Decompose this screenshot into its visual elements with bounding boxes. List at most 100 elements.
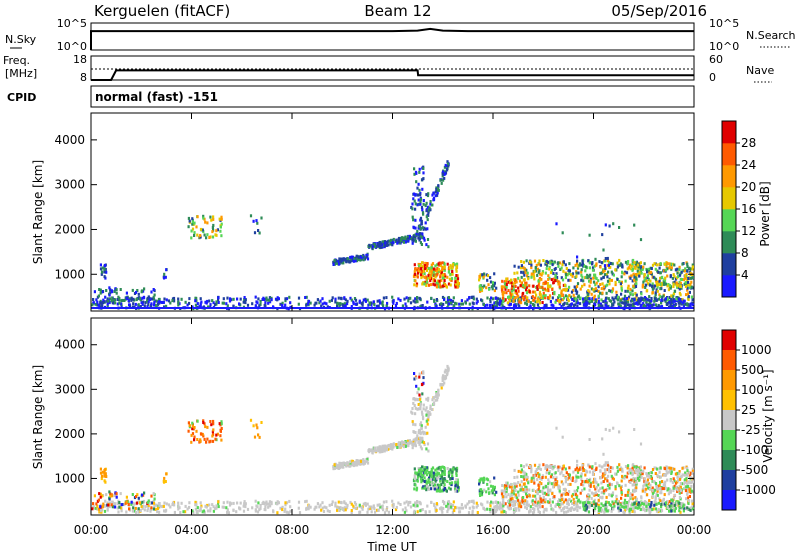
power-cell xyxy=(353,297,357,300)
velocity-cell xyxy=(385,500,388,504)
power-cell xyxy=(420,276,423,280)
velocity-cell xyxy=(572,497,575,501)
power-cell xyxy=(635,261,639,265)
power-cell xyxy=(683,303,686,307)
velocity-cell xyxy=(564,467,567,471)
velocity-cell xyxy=(113,494,116,498)
velocity-cell xyxy=(435,508,438,512)
velocity-cell xyxy=(568,498,571,501)
velocity-cell xyxy=(365,459,368,463)
velocity-cell xyxy=(636,477,640,480)
power-cell xyxy=(608,266,611,269)
velocity-cell xyxy=(483,476,486,480)
power-cell xyxy=(509,293,512,297)
velocity-cell xyxy=(605,476,608,480)
velocity-cell xyxy=(377,447,380,451)
velocity-cell xyxy=(337,464,340,468)
velocity-cell xyxy=(567,473,570,477)
velocity-cell xyxy=(642,502,645,506)
velocity-cell xyxy=(435,489,438,493)
power-cell xyxy=(350,305,353,308)
velocity-cell xyxy=(378,445,381,449)
velocity-cell xyxy=(227,511,230,515)
power-cell xyxy=(478,274,481,278)
power-cell xyxy=(542,288,545,291)
power-cell xyxy=(366,298,369,302)
power-cell xyxy=(108,286,111,290)
velocity-cell xyxy=(631,509,634,513)
velocity-cell xyxy=(437,474,440,478)
velocity-cell xyxy=(432,471,435,475)
power-cell xyxy=(441,268,444,272)
power-cell xyxy=(418,238,421,242)
velocity-cell xyxy=(513,482,516,486)
velocity-cell xyxy=(595,493,598,497)
velocity-cell xyxy=(203,422,206,426)
velocity-cell xyxy=(601,495,604,499)
power-cell xyxy=(95,298,98,302)
velocity-cell xyxy=(268,500,271,504)
velocity-cell xyxy=(91,507,94,511)
velocity-cell xyxy=(567,492,570,496)
velocity-cell xyxy=(687,499,690,503)
power-cell xyxy=(411,202,414,206)
power-cell xyxy=(662,282,665,286)
velocity-cell xyxy=(152,501,156,505)
power-cell xyxy=(217,296,220,300)
power-cell xyxy=(440,304,443,308)
velocity-cell xyxy=(654,466,657,470)
power-cell xyxy=(525,268,528,272)
power-cell xyxy=(670,267,673,271)
velocity-cell xyxy=(576,486,580,490)
velocity-cell xyxy=(418,375,421,379)
velocity-cell xyxy=(341,507,345,511)
velocity-cell xyxy=(92,505,95,509)
velocity-cell xyxy=(419,421,423,425)
power-cell xyxy=(663,262,666,266)
power-cell xyxy=(684,267,687,271)
velocity-cell xyxy=(458,506,461,510)
power-cell xyxy=(505,291,508,295)
power-cell xyxy=(455,267,458,271)
power-cell xyxy=(587,259,590,263)
power-cell xyxy=(504,287,507,291)
velocity-cell xyxy=(541,490,544,494)
velocity-cell xyxy=(553,495,556,498)
power-cell xyxy=(391,295,394,299)
velocity-cell xyxy=(543,508,546,511)
power-cell xyxy=(545,259,548,263)
power-cell xyxy=(434,190,437,194)
power-cell xyxy=(420,222,423,226)
velocity-cell xyxy=(593,502,596,506)
power-cell xyxy=(544,296,547,300)
power-ylabel: Slant Range [km] xyxy=(31,160,45,264)
velocity-cell xyxy=(346,506,349,510)
power-cell xyxy=(336,304,339,308)
power-cell xyxy=(105,289,108,292)
power-cell xyxy=(334,300,337,304)
velocity-cell xyxy=(504,491,507,495)
velocity-cell xyxy=(493,505,496,509)
power-cell xyxy=(196,215,199,219)
cpid-frame xyxy=(90,85,695,108)
velocity-cell xyxy=(92,502,95,506)
power-cell xyxy=(414,202,417,206)
velocity-cell xyxy=(222,501,225,505)
power-cell xyxy=(215,302,218,306)
power-cell xyxy=(574,297,577,301)
velocity-cell xyxy=(677,490,680,494)
velocity-cell xyxy=(235,510,238,514)
power-cell xyxy=(623,299,626,303)
power-cell xyxy=(664,299,667,303)
power-cell xyxy=(356,257,359,261)
velocity-cell xyxy=(627,464,630,468)
power-cell xyxy=(621,263,624,267)
power-cell xyxy=(520,281,523,285)
power-cell xyxy=(163,305,166,309)
power-cell xyxy=(670,300,673,304)
power-cell xyxy=(652,303,655,307)
power-cell xyxy=(621,265,624,269)
power-cell xyxy=(651,304,654,308)
power-cell xyxy=(365,255,368,259)
power-cell xyxy=(672,282,675,286)
